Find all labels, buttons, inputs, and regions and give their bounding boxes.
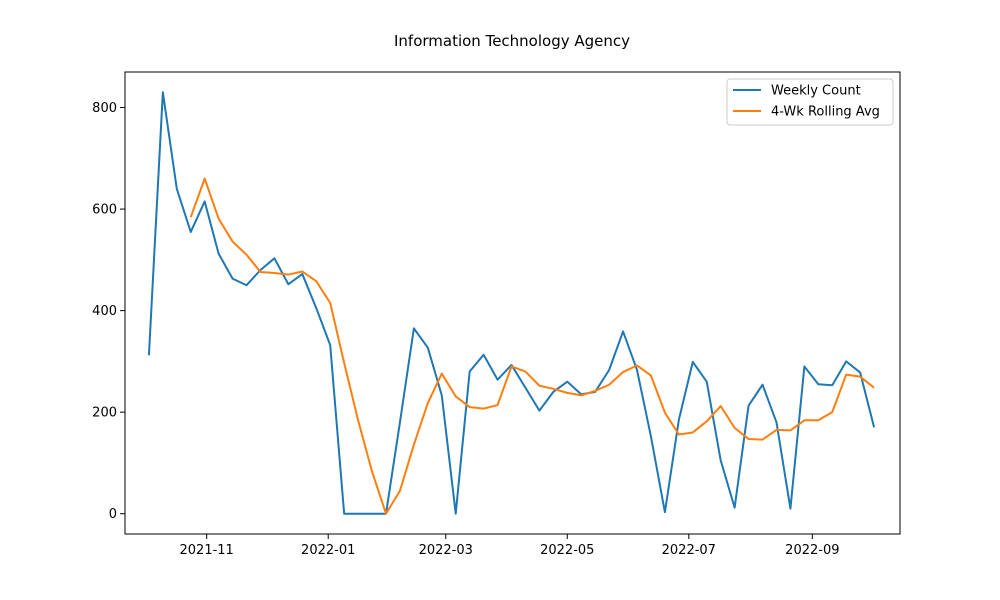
chart-title: Information Technology Agency: [394, 32, 630, 50]
legend-label-0: Weekly Count: [771, 84, 861, 99]
x-tick-label-3: 2022-05: [540, 543, 594, 558]
x-tick-label-1: 2022-01: [301, 543, 355, 558]
legend-label-1: 4-Wk Rolling Avg: [771, 105, 880, 120]
legend-box: [726, 78, 894, 126]
legend: Weekly Count 4-Wk Rolling Avg: [726, 78, 894, 126]
y-tick-label-0: 0: [109, 507, 117, 522]
y-tick-label-3: 600: [92, 203, 117, 218]
x-tick-label-5: 2022-09: [785, 543, 839, 558]
series-line-1: [189, 177, 875, 515]
y-tick-label-4: 800: [92, 101, 117, 116]
plot-area-frame: [124, 71, 901, 535]
x-tick-label-2: 2022-03: [419, 543, 473, 558]
y-tick-label-2: 400: [92, 304, 117, 319]
x-tick-label-4: 2022-07: [662, 543, 716, 558]
series-layer: [147, 91, 876, 515]
x-tick-label-0: 2021-11: [180, 543, 234, 558]
axis-layer: 2021-11 2022-01 2022-03 2022-05 2022-07 2022-…: [92, 101, 839, 558]
series-line-0: [147, 91, 876, 515]
y-tick-label-1: 200: [92, 406, 117, 421]
